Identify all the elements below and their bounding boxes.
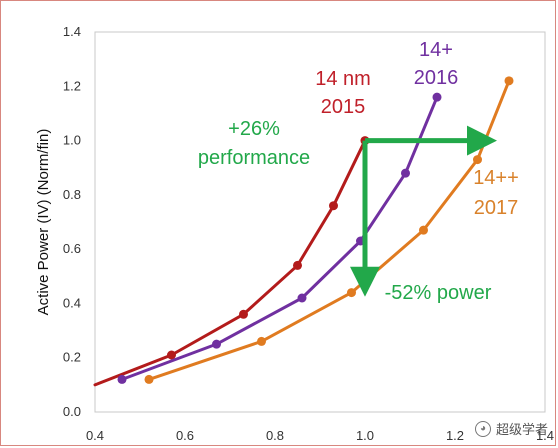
annotation-14plusplus-year: 2017 — [474, 197, 519, 219]
y-tick-label: 0.0 — [63, 404, 81, 419]
data-point — [473, 155, 482, 165]
annotation-power: -52% power — [385, 282, 492, 304]
series-line — [120, 95, 439, 381]
data-point — [167, 350, 176, 360]
data-point — [239, 309, 248, 319]
data-point — [329, 201, 338, 211]
data-point — [293, 260, 302, 270]
y-tick-label: 1.2 — [63, 78, 81, 93]
x-tick-label: 1.4 — [536, 428, 554, 443]
x-tick-label: 0.4 — [86, 428, 104, 443]
annotation-14nm-year: 2015 — [321, 96, 366, 118]
y-tick-label: 1.0 — [63, 133, 81, 148]
data-point — [432, 92, 442, 102]
annotation-14nm-name: 14 nm — [315, 68, 371, 90]
y-tick-label: 0.4 — [63, 295, 81, 310]
data-point — [144, 374, 154, 384]
annotation-performance-label: performance — [198, 147, 310, 169]
data-point — [401, 168, 410, 178]
plot-area — [94, 31, 546, 413]
x-tick-label: 1.0 — [356, 428, 374, 443]
series-line — [93, 139, 367, 387]
annotation-performance-value: +26% — [228, 118, 280, 140]
data-point — [117, 374, 127, 384]
y-axis-label: Active Power (IV) (Norm/fin) — [35, 129, 52, 316]
series-line — [147, 79, 511, 381]
y-tick-label: 1.4 — [63, 24, 81, 39]
watermark-text: 超级学者 — [495, 422, 548, 437]
watermark: ◕ 超级学者 — [474, 419, 548, 438]
y-tick-label: 0.2 — [63, 350, 81, 365]
y-tick-label: 0.8 — [63, 187, 81, 202]
x-tick-label: 1.2 — [446, 428, 464, 443]
annotation-14plus-name: 14+ — [419, 39, 453, 61]
data-point — [212, 339, 221, 349]
annotation-14plus-year: 2016 — [414, 67, 459, 89]
data-point — [419, 225, 428, 235]
wechat-official-account-icon: ◕ — [474, 420, 491, 437]
y-tick-label: 0.6 — [63, 241, 81, 256]
data-point — [257, 336, 266, 346]
x-tick-label: 0.6 — [176, 428, 194, 443]
data-point — [504, 76, 514, 86]
x-tick-label: 0.8 — [266, 428, 284, 443]
data-point — [297, 293, 307, 303]
data-point — [347, 288, 356, 298]
annotation-14plusplus-name: 14++ — [473, 167, 519, 189]
